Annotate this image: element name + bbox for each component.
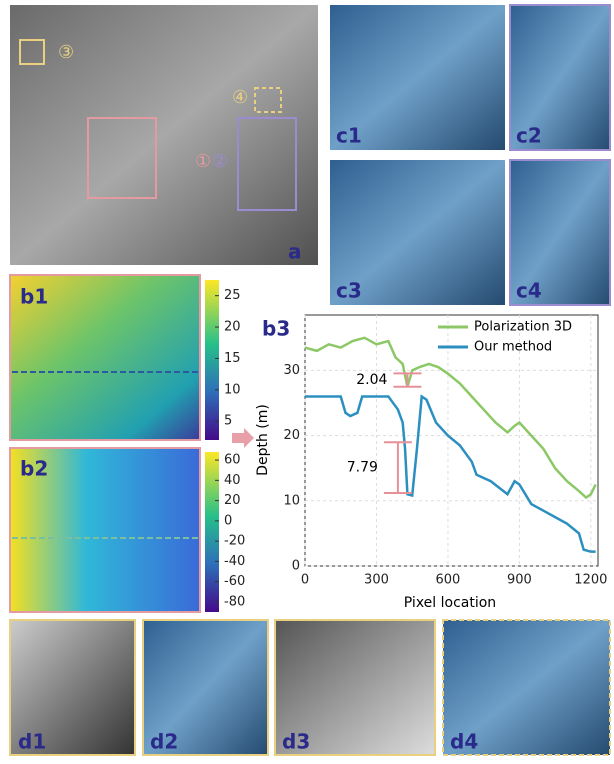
marker: ④ <box>232 87 248 108</box>
legend-label: Polarization 3D <box>474 320 572 335</box>
plot-frame <box>305 315 598 566</box>
panel-label: c3 <box>336 279 362 303</box>
marker: ③ <box>58 42 74 63</box>
colorbar-tick-label: -20 <box>224 534 245 549</box>
arrow <box>232 428 254 448</box>
colorbar-tick-label: -40 <box>224 554 245 569</box>
x-tick-label: 600 <box>436 573 461 588</box>
panel-label: b3 <box>262 317 290 341</box>
colorbar-tick-label: 20 <box>224 493 241 508</box>
colorbar-tick-label: 25 <box>224 288 241 303</box>
y-tick-label: 10 <box>283 493 300 508</box>
y-axis-label: Depth (m) <box>255 404 271 476</box>
colorbar-tick-label: -80 <box>224 594 245 609</box>
x-axis-label: Pixel location <box>404 595 496 611</box>
panel-label: c1 <box>336 124 362 148</box>
panel-label: c2 <box>516 124 542 148</box>
panel-label: d4 <box>450 730 478 754</box>
colorbar-tick-label: 10 <box>224 382 241 397</box>
marker: ① <box>195 151 211 172</box>
annotation-label: 2.04 <box>356 372 387 388</box>
x-tick-label: 300 <box>364 573 389 588</box>
colorbar-tick-label: 20 <box>224 320 241 335</box>
marker: ② <box>212 151 228 172</box>
panel-label: a <box>288 240 302 264</box>
colorbar <box>205 452 219 612</box>
colorbar-tick-label: -60 <box>224 574 245 589</box>
figure: a b1 b2 b3 c1 c2 c3 c4 d1 d2 d3 d4 ① ② ③… <box>0 0 614 760</box>
panel-label: b1 <box>20 285 48 309</box>
annotation-label: 7.79 <box>347 460 378 476</box>
panel-label: b2 <box>20 457 48 481</box>
x-tick-label: 1200 <box>574 573 607 588</box>
x-tick-label: 0 <box>301 573 309 588</box>
colorbar-tick-label: 15 <box>224 351 241 366</box>
photo-a <box>10 5 318 265</box>
colorbar <box>205 280 219 440</box>
y-tick-label: 20 <box>283 428 300 443</box>
panel-label: d3 <box>282 730 310 754</box>
x-tick-label: 900 <box>507 573 532 588</box>
y-tick-label: 30 <box>283 363 300 378</box>
colorbar-tick-label: 40 <box>224 473 241 488</box>
panel-label: d1 <box>18 730 46 754</box>
colorbar-tick-label: 5 <box>224 414 232 429</box>
panel-label: c4 <box>516 279 542 303</box>
legend-label: Our method <box>474 340 552 355</box>
panel-label: d2 <box>150 730 178 754</box>
y-tick-label: 0 <box>292 559 300 574</box>
colorbar-tick-label: 60 <box>224 453 241 468</box>
photo-panels <box>10 5 610 755</box>
colorbar-tick-label: 0 <box>224 513 232 528</box>
